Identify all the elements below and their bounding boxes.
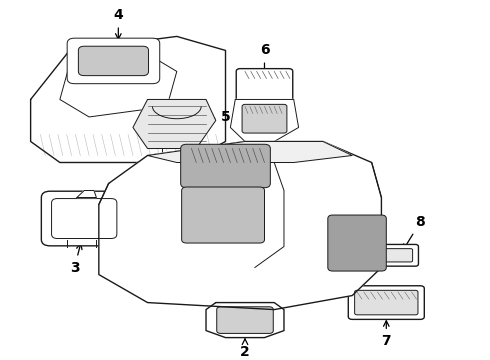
FancyBboxPatch shape — [242, 104, 287, 133]
FancyBboxPatch shape — [365, 249, 413, 262]
FancyBboxPatch shape — [328, 215, 386, 271]
FancyBboxPatch shape — [51, 199, 117, 238]
Polygon shape — [30, 36, 225, 162]
Text: 2: 2 — [240, 339, 250, 359]
FancyBboxPatch shape — [359, 244, 418, 266]
FancyBboxPatch shape — [182, 187, 265, 243]
FancyBboxPatch shape — [355, 290, 418, 315]
Text: 7: 7 — [382, 321, 391, 348]
FancyBboxPatch shape — [41, 191, 127, 246]
Polygon shape — [206, 303, 284, 338]
Polygon shape — [133, 99, 216, 148]
Polygon shape — [77, 190, 97, 198]
Text: 8: 8 — [403, 215, 425, 250]
FancyBboxPatch shape — [78, 46, 148, 76]
Text: 5: 5 — [181, 110, 230, 125]
Text: 3: 3 — [70, 244, 82, 275]
FancyBboxPatch shape — [181, 144, 270, 188]
Text: 6: 6 — [260, 44, 270, 74]
Text: 4: 4 — [114, 8, 123, 39]
FancyBboxPatch shape — [348, 286, 424, 319]
Polygon shape — [230, 99, 298, 141]
FancyBboxPatch shape — [67, 38, 160, 84]
Polygon shape — [99, 141, 381, 310]
Polygon shape — [147, 141, 352, 162]
FancyBboxPatch shape — [236, 69, 293, 102]
FancyBboxPatch shape — [217, 307, 273, 333]
Text: 1: 1 — [177, 233, 203, 264]
Polygon shape — [60, 54, 177, 117]
